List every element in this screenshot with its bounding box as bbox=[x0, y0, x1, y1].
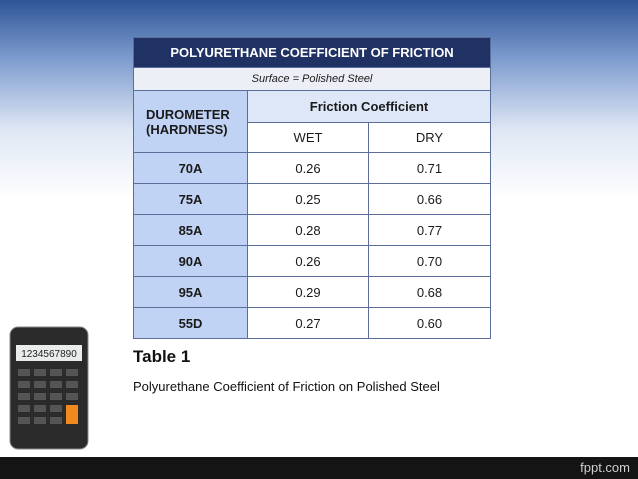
durometer-cell: 75A bbox=[133, 183, 248, 215]
value-cell: 0.26 bbox=[247, 245, 369, 277]
footer-bar: fppt.com bbox=[0, 457, 638, 479]
table-row: 75A 0.25 0.66 bbox=[133, 183, 492, 215]
column-header: WET bbox=[247, 122, 369, 153]
durometer-cell: 85A bbox=[133, 214, 248, 246]
value-cell: 0.29 bbox=[247, 276, 369, 308]
value-cell: 0.25 bbox=[247, 183, 369, 215]
value-cell: 0.70 bbox=[367, 245, 492, 277]
friction-table: POLYURETHANE COEFFICIENT OF FRICTION Sur… bbox=[132, 37, 492, 339]
calculator-key-orange bbox=[66, 405, 78, 424]
durometer-cell: 70A bbox=[133, 152, 248, 184]
table-row: 70A 0.26 0.71 bbox=[133, 152, 492, 184]
caption-label: Table 1 bbox=[133, 347, 191, 366]
calculator-keys bbox=[18, 369, 78, 424]
row-header: DUROMETER (HARDNESS) bbox=[133, 90, 248, 153]
column-header: DRY bbox=[367, 122, 492, 153]
value-cell: 0.27 bbox=[247, 307, 369, 339]
value-cell: 0.77 bbox=[367, 214, 492, 246]
value-cell: 0.68 bbox=[367, 276, 492, 308]
table-row: 55D 0.27 0.60 bbox=[133, 307, 492, 339]
value-cell: 0.26 bbox=[247, 152, 369, 184]
calculator-icon: 1234567890 bbox=[9, 326, 89, 450]
table-row: 95A 0.29 0.68 bbox=[133, 276, 492, 308]
calculator-screen bbox=[16, 345, 82, 361]
durometer-cell: 90A bbox=[133, 245, 248, 277]
table-row: 85A 0.28 0.77 bbox=[133, 214, 492, 246]
table-row: 90A 0.26 0.70 bbox=[133, 245, 492, 277]
durometer-cell: 55D bbox=[133, 307, 248, 339]
caption-text: Polyurethane Coefficient of Friction on … bbox=[133, 379, 440, 394]
group-header: Friction Coefficient bbox=[246, 90, 492, 123]
value-cell: 0.66 bbox=[367, 183, 492, 215]
durometer-cell: 95A bbox=[133, 276, 248, 308]
table-subtitle: Surface = Polished Steel bbox=[132, 67, 492, 91]
value-cell: 0.60 bbox=[367, 307, 492, 339]
footer-brand: fppt.com bbox=[580, 460, 630, 475]
value-cell: 0.71 bbox=[367, 152, 492, 184]
table-title: POLYURETHANE COEFFICIENT OF FRICTION bbox=[132, 37, 492, 68]
value-cell: 0.28 bbox=[247, 214, 369, 246]
calculator-display: 1234567890 bbox=[21, 349, 77, 360]
